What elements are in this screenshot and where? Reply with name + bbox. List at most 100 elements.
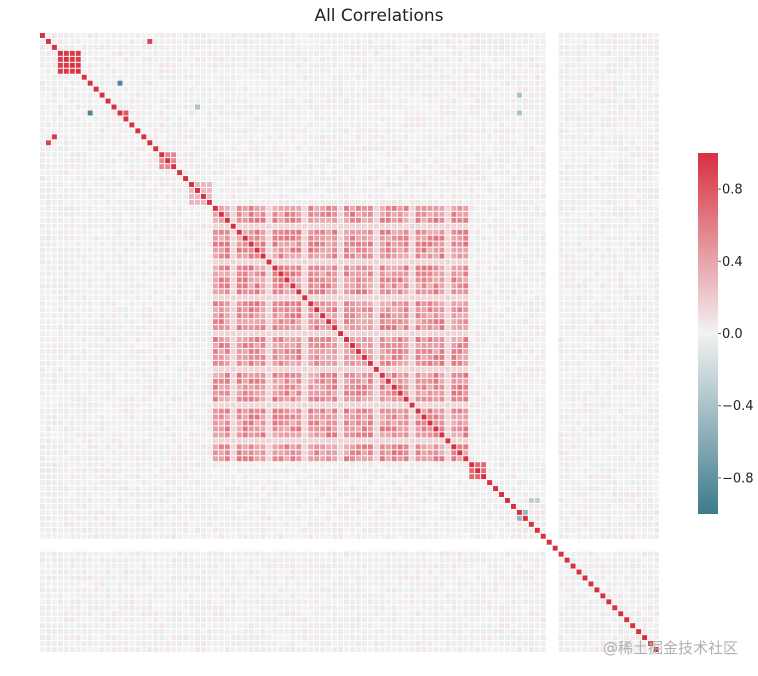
heatmap-cell: [123, 146, 129, 152]
heatmap-cell: [582, 50, 588, 56]
heatmap-cell: [147, 146, 153, 152]
heatmap-cell: [451, 265, 457, 271]
heatmap-cell: [314, 92, 320, 98]
heatmap-cell: [522, 62, 528, 68]
heatmap-cell: [87, 50, 93, 56]
heatmap-cell: [129, 301, 135, 307]
heatmap-cell: [206, 253, 212, 259]
heatmap-cell: [320, 170, 326, 176]
heatmap-cell: [606, 128, 612, 134]
heatmap-cell: [171, 170, 177, 176]
heatmap-cell: [528, 182, 534, 187]
heatmap-cell: [57, 158, 63, 164]
heatmap-cell: [421, 235, 427, 241]
heatmap-cell: [409, 301, 415, 307]
heatmap-cell: [344, 122, 349, 128]
heatmap-cell: [522, 253, 528, 259]
heatmap-cell: [576, 271, 582, 277]
heatmap-cell: [183, 211, 189, 217]
heatmap-cell: [397, 44, 403, 50]
heatmap-cell: [105, 140, 111, 146]
heatmap-cell: [165, 56, 171, 62]
heatmap-cell: [117, 265, 123, 271]
heatmap-cell: [296, 235, 302, 241]
heatmap-cell: [278, 33, 284, 38]
heatmap-cell: [314, 158, 320, 164]
heatmap-cell: [320, 128, 326, 134]
heatmap-cell: [391, 259, 397, 265]
heatmap-cell: [69, 62, 75, 68]
heatmap-cell: [177, 241, 183, 247]
heatmap-cell: [654, 152, 659, 158]
heatmap-cell: [540, 33, 546, 38]
heatmap-cell: [40, 98, 45, 104]
heatmap-cell: [87, 235, 93, 241]
heatmap-cell: [260, 92, 266, 98]
heatmap-cell: [87, 188, 93, 193]
heatmap-cell: [57, 283, 63, 289]
heatmap-cell: [242, 283, 248, 289]
heatmap-cell: [391, 50, 397, 56]
heatmap-cell: [397, 110, 403, 116]
heatmap-cell: [87, 253, 93, 259]
heatmap-cell: [183, 122, 189, 128]
heatmap-cell: [451, 170, 457, 176]
heatmap-cell: [338, 241, 344, 247]
heatmap-cell: [314, 253, 320, 259]
heatmap-cell: [290, 68, 296, 74]
heatmap-cell: [570, 38, 576, 44]
heatmap-cell: [510, 259, 516, 265]
heatmap-cell: [141, 259, 147, 265]
heatmap-cell: [636, 98, 642, 104]
heatmap-cell: [600, 205, 606, 211]
heatmap-cell: [105, 158, 111, 164]
heatmap-cell: [505, 170, 510, 176]
heatmap-cell: [505, 116, 510, 122]
heatmap-cell: [558, 98, 564, 104]
heatmap-cell: [224, 289, 230, 295]
heatmap-cell: [165, 247, 171, 253]
heatmap-cell: [230, 128, 236, 134]
heatmap-cell: [528, 241, 534, 247]
heatmap-cell: [540, 253, 546, 259]
heatmap-cell: [367, 307, 373, 313]
heatmap-cell: [40, 199, 45, 205]
heatmap-cell: [278, 158, 284, 164]
heatmap-cell: [576, 140, 582, 146]
heatmap-cell: [93, 158, 99, 164]
heatmap-cell: [183, 188, 189, 193]
heatmap-cell: [427, 134, 433, 140]
heatmap-cell: [391, 176, 397, 182]
heatmap-cell: [236, 188, 242, 193]
heatmap-cell: [433, 110, 439, 116]
heatmap-cell: [159, 122, 165, 128]
heatmap-cell: [636, 164, 642, 170]
heatmap-cell: [284, 247, 290, 253]
heatmap-cell: [93, 92, 99, 98]
heatmap-cell: [272, 289, 278, 295]
heatmap-cell: [636, 301, 642, 307]
heatmap-cell: [403, 265, 409, 271]
heatmap-cell: [212, 289, 218, 295]
heatmap-cell: [576, 182, 582, 187]
heatmap-cell: [594, 116, 600, 122]
heatmap-cell: [248, 68, 254, 74]
heatmap-cell: [290, 217, 296, 223]
heatmap-cell: [630, 193, 636, 199]
heatmap-cell: [588, 277, 594, 283]
heatmap-cell: [320, 38, 326, 44]
heatmap-cell: [93, 98, 99, 104]
heatmap-cell: [403, 98, 409, 104]
heatmap-cell: [350, 122, 355, 128]
heatmap-cell: [433, 80, 439, 86]
heatmap-cell: [582, 44, 588, 50]
heatmap-cell: [385, 259, 391, 265]
heatmap-cell: [332, 193, 338, 199]
heatmap-cell: [510, 56, 516, 62]
heatmap-cell: [630, 50, 636, 56]
heatmap-cell: [600, 229, 606, 235]
heatmap-cell: [505, 265, 510, 271]
heatmap-cell: [624, 188, 630, 193]
heatmap-cell: [522, 247, 528, 253]
heatmap-cell: [45, 289, 51, 295]
